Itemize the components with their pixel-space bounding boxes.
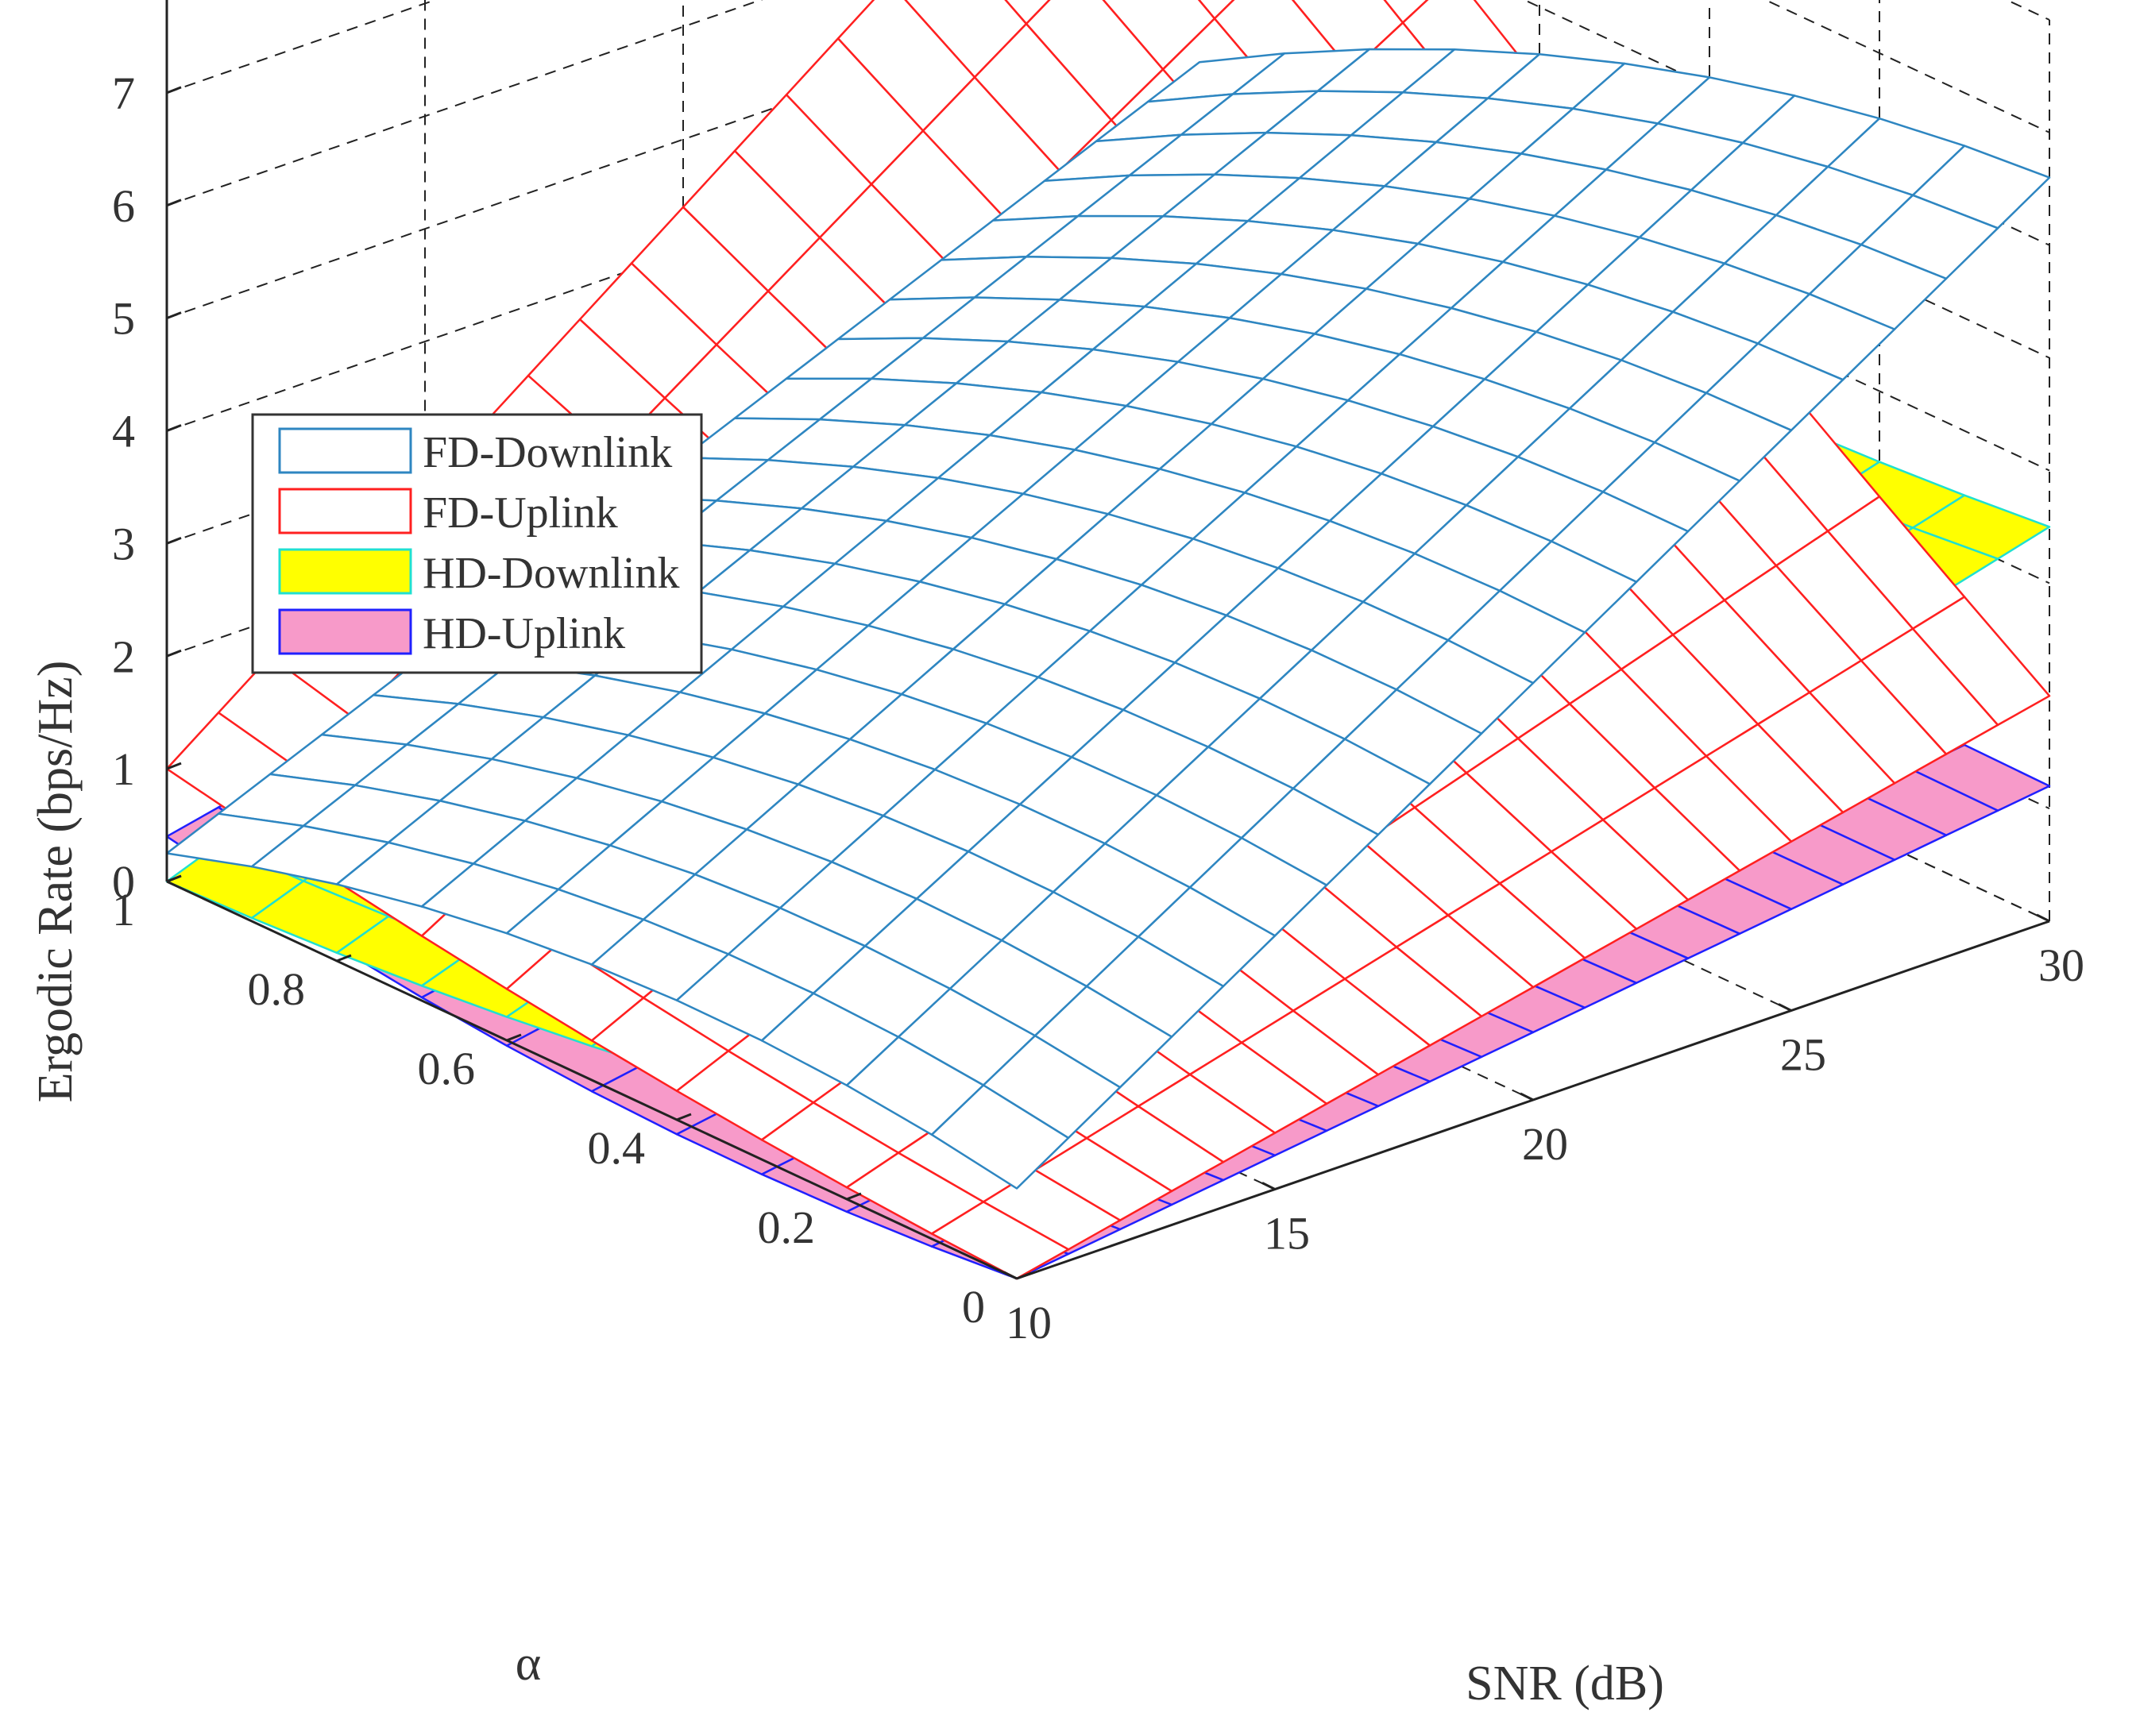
y-tick xyxy=(506,1033,522,1042)
legend-label-hd-downlink: HD-Downlink xyxy=(423,549,680,598)
x-tick-label: 20 xyxy=(1522,1118,1568,1170)
x-tick xyxy=(1003,1271,1018,1280)
grid-line-z xyxy=(1763,0,2050,133)
y-tick xyxy=(336,954,352,963)
y-tick xyxy=(166,874,182,883)
surface-patch xyxy=(1004,0,1051,25)
surface-patch xyxy=(930,1201,1070,1280)
z-tick xyxy=(166,311,182,320)
z-tick-label: 1 xyxy=(112,743,135,795)
x-tick xyxy=(1778,1003,1792,1012)
y-tick-label: 0.8 xyxy=(248,963,306,1015)
surface-fd-downlink xyxy=(165,48,2051,1190)
z-tick xyxy=(166,649,182,658)
z-tick xyxy=(166,424,182,432)
legend-label-fd-downlink: FD-Downlink xyxy=(423,428,672,477)
z-tick-label: 3 xyxy=(112,518,135,569)
z-tick-label: 8 xyxy=(112,0,135,6)
x-tick xyxy=(1261,1182,1276,1190)
legend-label-fd-uplink: FD-Uplink xyxy=(423,488,618,538)
z-tick-label: 7 xyxy=(112,68,135,119)
z-tick xyxy=(166,762,182,770)
grid-line-z xyxy=(166,0,763,206)
y-tick xyxy=(1016,1271,1032,1280)
z-axis-title: Ergodic Rate (bps/Hz) xyxy=(29,661,83,1103)
y-tick xyxy=(846,1192,862,1201)
x-tick xyxy=(2036,913,2050,923)
y-tick xyxy=(676,1113,692,1121)
grid-line-z xyxy=(166,0,438,94)
y-tick-label: 0 xyxy=(962,1281,985,1333)
surface-patch xyxy=(1383,0,1429,24)
legend-swatch-fd-downlink xyxy=(278,427,412,474)
surface-patch xyxy=(1197,0,1235,20)
legend-label-hd-uplink: HD-Uplink xyxy=(423,609,625,658)
surface-layer xyxy=(165,0,2051,1280)
y-tick-label: 0.4 xyxy=(588,1122,646,1174)
x-tick xyxy=(1520,1092,1534,1101)
legend-entry-fd-downlink: FD-Downlink xyxy=(278,427,672,477)
x-tick-label: 15 xyxy=(1264,1208,1310,1260)
y-tick-label: 1 xyxy=(112,884,135,936)
x-tick-label: 30 xyxy=(2038,939,2084,991)
legend-swatch-hd-uplink xyxy=(278,608,412,655)
z-tick-label: 0 xyxy=(112,856,135,908)
legend-entry-fd-uplink: FD-Uplink xyxy=(278,488,618,538)
legend-entry-hd-downlink: HD-Downlink xyxy=(278,548,680,598)
z-tick-label: 5 xyxy=(112,293,135,345)
legend-entry-hd-uplink: HD-Uplink xyxy=(278,608,625,658)
grid-line-z xyxy=(166,72,1200,432)
z-tick xyxy=(166,86,182,95)
z-tick-label: 6 xyxy=(112,180,135,232)
grid-line-z xyxy=(166,0,1089,319)
z-tick-label: 4 xyxy=(112,406,135,457)
x-tick-label: 10 xyxy=(1006,1297,1052,1348)
x-axis-title: SNR (dB) xyxy=(1466,1657,1664,1711)
x-tick-label: 25 xyxy=(1780,1029,1826,1081)
legend: FD-Downlink FD-Uplink HD-Downlink HD-Upl… xyxy=(251,413,703,674)
legend-swatch-fd-uplink xyxy=(278,488,412,534)
z-tick-label: 2 xyxy=(112,631,135,682)
surface-patch xyxy=(930,1084,1070,1190)
legend-swatch-hd-downlink xyxy=(278,548,412,595)
y-axis-title: α xyxy=(516,1637,541,1691)
z-tick xyxy=(166,199,182,207)
y-tick-label: 0.2 xyxy=(758,1202,816,1253)
y-tick-label: 0.6 xyxy=(418,1043,476,1094)
y-axis-line xyxy=(166,880,1018,1280)
z-tick xyxy=(166,536,182,545)
